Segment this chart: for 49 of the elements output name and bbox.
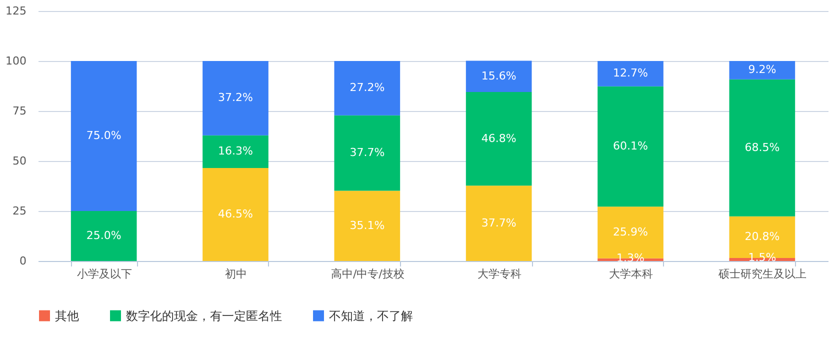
y-tick-label: 25 xyxy=(12,204,26,218)
bar xyxy=(202,135,268,168)
bar xyxy=(729,79,796,216)
data-label: 1.5% xyxy=(748,251,776,264)
data-label: 46.5% xyxy=(218,208,253,220)
bar xyxy=(334,190,400,261)
data-label: 37.7% xyxy=(350,146,385,160)
bar xyxy=(466,186,532,261)
data-label: 37.7% xyxy=(481,216,516,230)
data-label: 1.3% xyxy=(616,251,644,264)
data-label: 46.8% xyxy=(481,132,516,145)
data-label: 15.6% xyxy=(481,69,516,82)
x-tick-label: 初中 xyxy=(225,268,247,280)
bar xyxy=(70,211,137,261)
bar xyxy=(598,61,664,86)
y-tick-label: 125 xyxy=(6,4,26,18)
data-label: 75.0% xyxy=(86,129,122,142)
data-label: 68.5% xyxy=(744,140,780,154)
y-tick-label: 50 xyxy=(12,154,26,168)
y-tick-label: 100 xyxy=(6,54,26,68)
bar xyxy=(334,115,400,191)
data-label: 37.2% xyxy=(218,91,253,104)
data-label: 25.0% xyxy=(86,229,122,242)
bar xyxy=(598,86,664,207)
legend-label: 不知道，不了解 xyxy=(329,308,413,323)
data-label: 9.2% xyxy=(748,63,776,76)
bar xyxy=(70,61,137,211)
data-label: 12.7% xyxy=(613,66,648,80)
bar xyxy=(466,92,532,186)
legend-label: 其他 xyxy=(55,308,79,323)
bar xyxy=(466,60,532,92)
data-label: 60.1% xyxy=(613,140,648,152)
x-tick-label: 硕士研究生及以上 xyxy=(718,268,807,280)
bar xyxy=(202,61,268,136)
x-tick-label: 大学本科 xyxy=(609,268,653,280)
data-label: 25.9% xyxy=(613,226,648,238)
y-tick-label: 75 xyxy=(12,104,26,118)
x-tick-label: 高中/中专/技校 xyxy=(330,268,404,280)
data-label: 27.2% xyxy=(350,81,385,94)
x-tick-label: 小学及以下 xyxy=(76,268,132,280)
bar xyxy=(729,61,796,80)
legend-label: 数字化的现金，有一定匿名性 xyxy=(126,308,282,323)
data-label: 35.1% xyxy=(350,218,385,232)
x-tick-label: 大学专科 xyxy=(477,268,522,280)
data-label: 20.8% xyxy=(744,230,780,244)
y-tick-label: 0 xyxy=(20,254,26,268)
data-label: 16.3% xyxy=(218,144,253,158)
bar xyxy=(334,61,400,116)
bar xyxy=(202,168,268,261)
